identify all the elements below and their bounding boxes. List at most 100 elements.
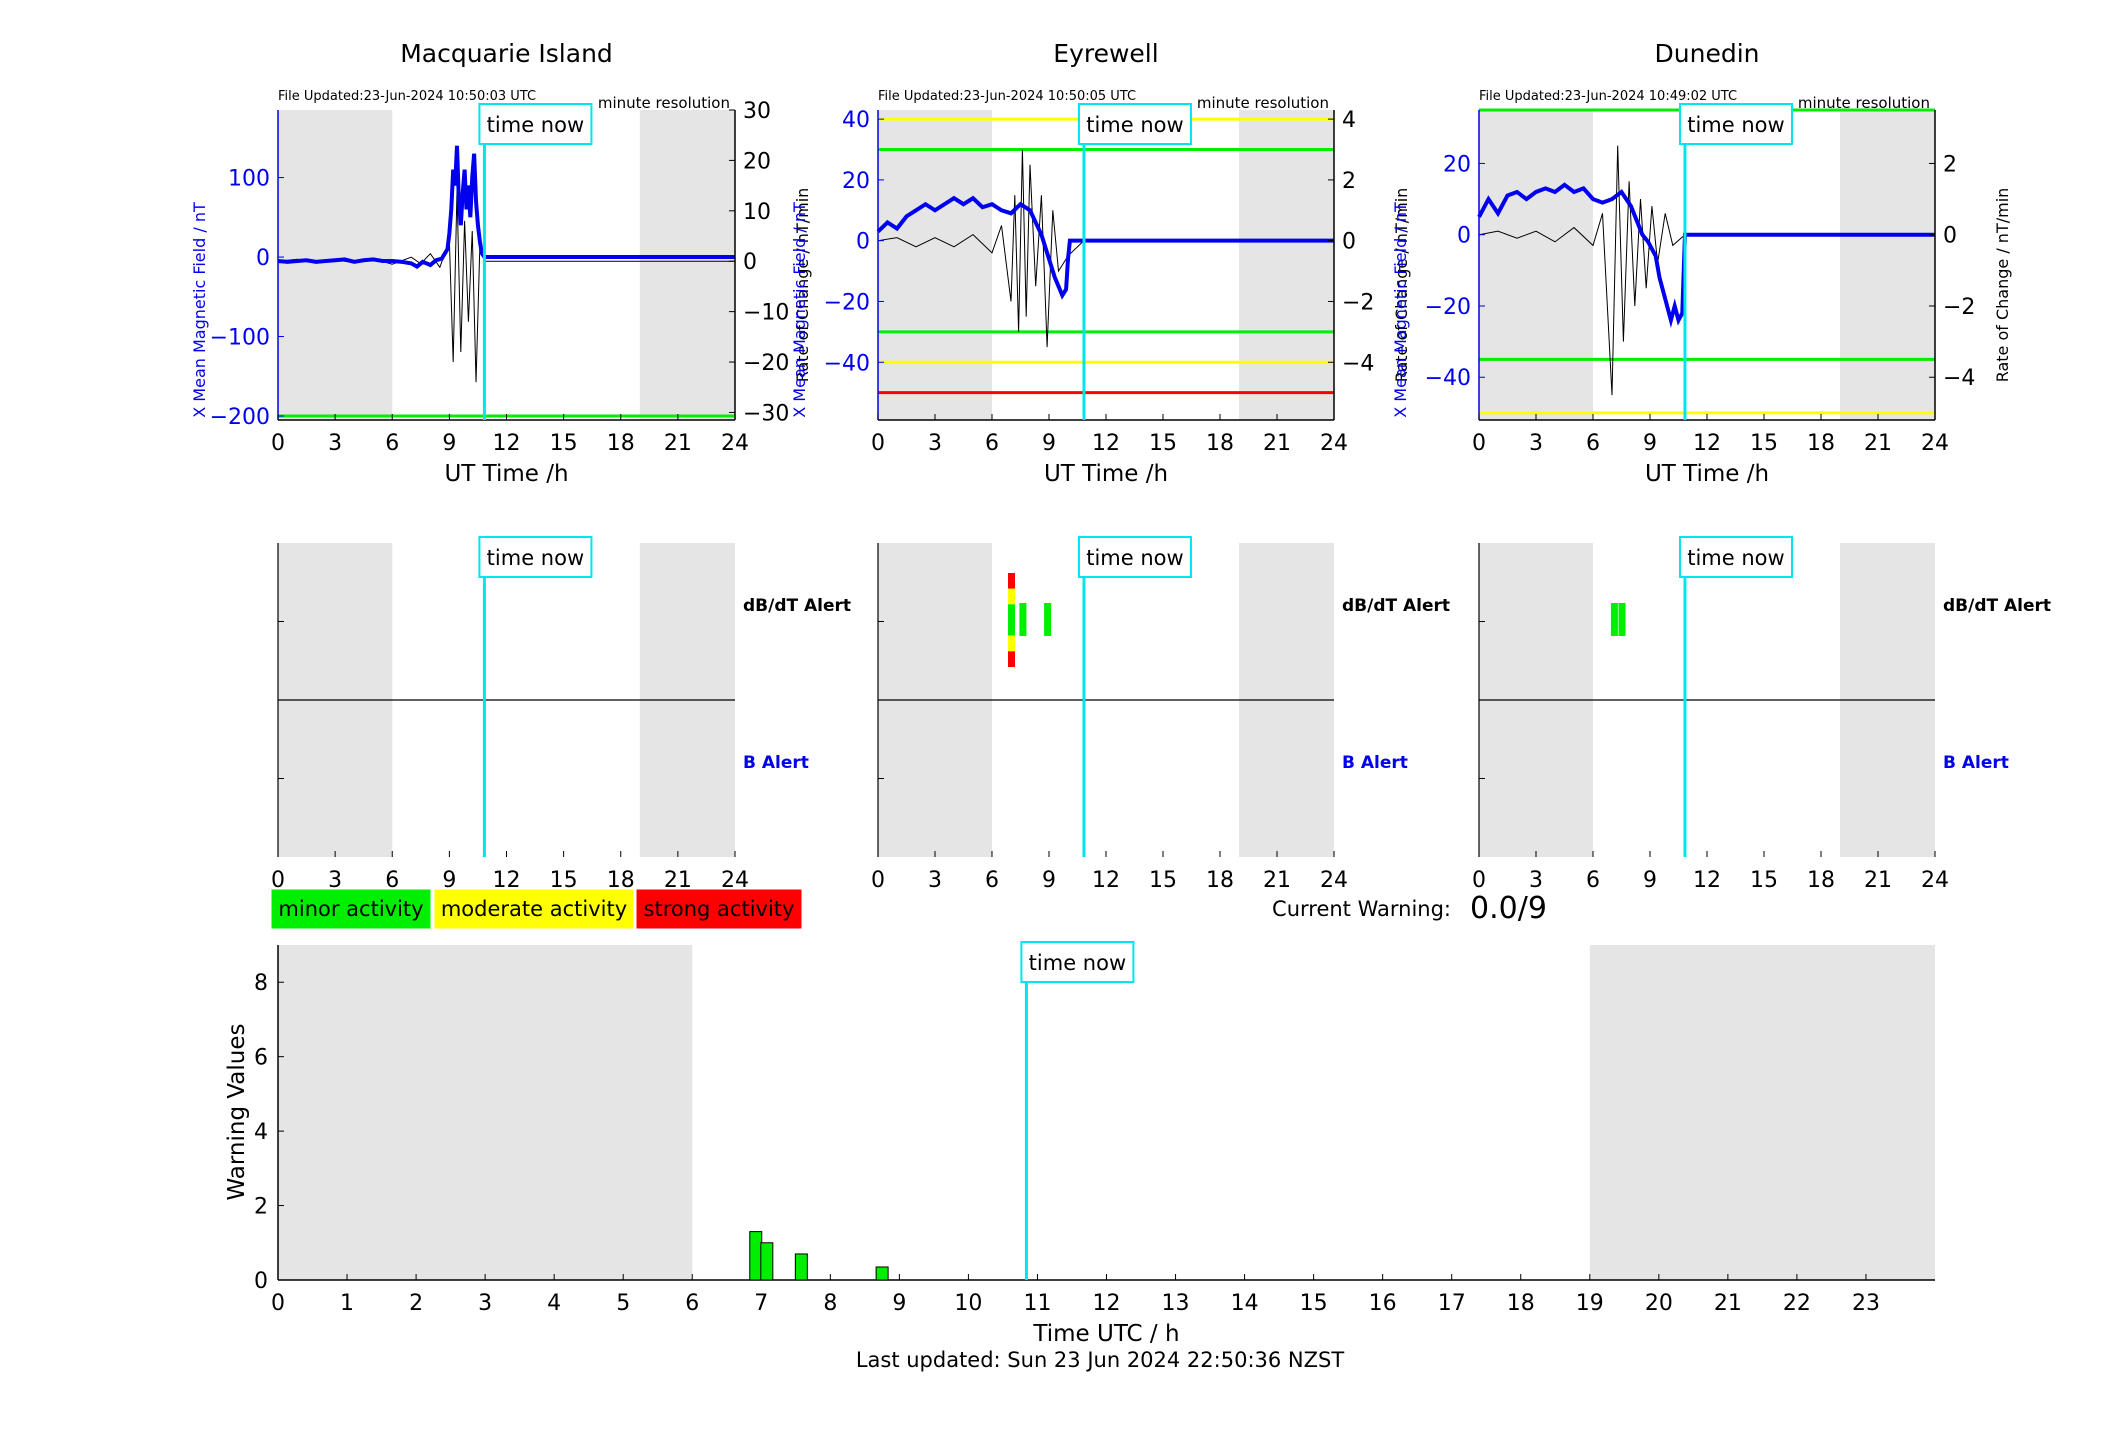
station-1-x-tick-label: 9 bbox=[1042, 431, 1056, 456]
station-0-x-tick-label: 21 bbox=[664, 431, 692, 456]
station-alert-panels: dB/dT Alert B Alert 0 3 6 9 12 15 18 21 24 time now… bbox=[271, 536, 2051, 893]
warning-x-tick-label: 8 bbox=[823, 1291, 837, 1316]
warning-y-tick-label: 4 bbox=[254, 1120, 268, 1145]
station-1-right-tick-label: 0 bbox=[1342, 230, 1356, 255]
warning-x-tick-label: 9 bbox=[892, 1291, 906, 1316]
alert-0-b-label: B Alert bbox=[743, 753, 809, 773]
station-0-night-shade bbox=[639, 110, 735, 420]
warning-x-tick-label: 19 bbox=[1576, 1291, 1604, 1316]
alert-1-x-tick-label: 6 bbox=[985, 868, 999, 893]
station-2-x-tick-label: 12 bbox=[1693, 431, 1721, 456]
alert-2-dbdt-label: dB/dT Alert bbox=[1943, 596, 2051, 616]
warning-bar bbox=[794, 1253, 808, 1281]
alert-0-time-now-box bbox=[478, 536, 593, 578]
station-1-x-tick-label: 18 bbox=[1206, 431, 1234, 456]
station-1-right-ylabel: Rate of Change / nT/min bbox=[1392, 188, 1411, 383]
station-1-x-tick-label: 12 bbox=[1092, 431, 1120, 456]
warning-x-tick-label: 22 bbox=[1783, 1291, 1811, 1316]
warning-time-now-box bbox=[1020, 941, 1135, 983]
warning-bar bbox=[749, 1231, 763, 1281]
warning-x-tick-label: 23 bbox=[1852, 1291, 1880, 1316]
station-0-time-now-box bbox=[478, 103, 593, 145]
alert-2-x-tick-label: 0 bbox=[1472, 868, 1486, 893]
station-0-left-tick-label: −200 bbox=[210, 405, 270, 430]
station-1-left-tick-label: 20 bbox=[842, 169, 870, 194]
alert-1-x-tick-label: 12 bbox=[1092, 868, 1120, 893]
station-0-x-tick-label: 24 bbox=[721, 431, 749, 456]
station-1-rate-series bbox=[877, 149, 1334, 348]
alert-2-dbdt-marker bbox=[1610, 603, 1618, 636]
warning-x-tick-label: 11 bbox=[1023, 1291, 1051, 1316]
alert-1-dbdt-marker bbox=[1044, 603, 1052, 636]
station-2-left-ylabel: X Mean Magnetic Field / nT bbox=[1391, 202, 1410, 418]
station-1-resolution: minute resolution bbox=[1197, 94, 1329, 112]
station-1-left-tick-label: −20 bbox=[824, 290, 870, 315]
station-0-night-shade bbox=[278, 110, 393, 420]
station-0-right-tick-label: 30 bbox=[743, 99, 771, 124]
station-0-left-tick-label: −100 bbox=[210, 326, 270, 351]
station-0-right-ylabel: Rate of Change / nT/min bbox=[793, 188, 812, 383]
warning-x-tick-label: 5 bbox=[616, 1291, 630, 1316]
station-0-x-tick-label: 6 bbox=[385, 431, 399, 456]
warning-x-tick-label: 3 bbox=[478, 1291, 492, 1316]
station-0-right-tick-label: 0 bbox=[743, 250, 757, 275]
current-warning-value: 0.0/9 bbox=[1470, 891, 1547, 926]
alert-1-x-tick-label: 24 bbox=[1320, 868, 1348, 893]
station-2-right-tick-label: 0 bbox=[1943, 224, 1957, 249]
station-1-x-tick-label: 24 bbox=[1320, 431, 1348, 456]
station-1-right-tick-label: 2 bbox=[1342, 169, 1356, 194]
station-2-x-tick-label: 0 bbox=[1472, 431, 1486, 456]
alert-0-time-now-label: time now bbox=[487, 546, 584, 570]
last-updated: Last updated: Sun 23 Jun 2024 22:50:36 N… bbox=[856, 1348, 1345, 1372]
station-1-night-shade bbox=[1239, 110, 1334, 420]
current-warning: Current Warning: 0.0/9 bbox=[1272, 891, 1547, 926]
alert-1-b-label: B Alert bbox=[1342, 753, 1408, 773]
station-1-title: Eyrewell bbox=[1053, 39, 1158, 68]
station-1-left-tick-label: 0 bbox=[856, 230, 870, 255]
station-0-right-tick-label: −20 bbox=[743, 351, 789, 376]
station-0-right-tick-label: −30 bbox=[743, 401, 789, 426]
alert-1-x-tick-label: 18 bbox=[1206, 868, 1234, 893]
alert-0-x-tick-label: 3 bbox=[328, 868, 342, 893]
alert-0-dbdt-label: dB/dT Alert bbox=[743, 596, 851, 616]
warning-bar bbox=[760, 1242, 774, 1281]
alert-2-x-tick-label: 3 bbox=[1529, 868, 1543, 893]
station-1-file-updated: File Updated:23-Jun-2024 10:50:05 UTC bbox=[878, 89, 1136, 104]
warning-x-tick-label: 12 bbox=[1093, 1291, 1121, 1316]
station-0-right-tick-label: 20 bbox=[743, 149, 771, 174]
station-2-night-shade bbox=[1479, 110, 1593, 420]
warning-x-tick-label: 14 bbox=[1231, 1291, 1259, 1316]
station-2-right-ylabel: Rate of Change / nT/min bbox=[1993, 188, 2012, 383]
station-0-x-tick-label: 9 bbox=[442, 431, 456, 456]
station-0-field-series bbox=[277, 145, 735, 270]
station-2-left-tick-label: −40 bbox=[1425, 366, 1471, 391]
alert-1-dbdt-marker bbox=[1008, 651, 1015, 667]
station-0-x-tick-label: 18 bbox=[607, 431, 635, 456]
warning-ylabel: Warning Values bbox=[224, 1023, 250, 1200]
warning-y-tick-label: 8 bbox=[254, 971, 268, 996]
station-2-right-tick-label: 2 bbox=[1943, 152, 1957, 177]
station-1-x-tick-label: 3 bbox=[928, 431, 942, 456]
alert-2-x-tick-label: 24 bbox=[1921, 868, 1949, 893]
station-2-left-tick-label: −20 bbox=[1425, 295, 1471, 320]
station-2-x-tick-label: 15 bbox=[1750, 431, 1778, 456]
alert-1-x-tick-label: 9 bbox=[1042, 868, 1056, 893]
station-1-right-tick-label: −2 bbox=[1342, 290, 1374, 315]
legend-minor-label: minor activity bbox=[278, 897, 423, 921]
station-1-left-tick-label: 40 bbox=[842, 108, 870, 133]
station-2-rate-series bbox=[1478, 145, 1935, 396]
station-2-x-tick-label: 3 bbox=[1529, 431, 1543, 456]
station-0-xlabel: UT Time /h bbox=[444, 461, 568, 487]
warning-x-tick-label: 2 bbox=[409, 1291, 423, 1316]
station-2-x-tick-label: 24 bbox=[1921, 431, 1949, 456]
warning-xlabel: Time UTC / h bbox=[1032, 1321, 1179, 1347]
station-1-left-ylabel: X Mean Magnetic Field / nT bbox=[790, 202, 809, 418]
station-1-xlabel: UT Time /h bbox=[1044, 461, 1168, 487]
station-2-x-tick-label: 18 bbox=[1807, 431, 1835, 456]
alert-2-dbdt-marker bbox=[1618, 603, 1626, 636]
